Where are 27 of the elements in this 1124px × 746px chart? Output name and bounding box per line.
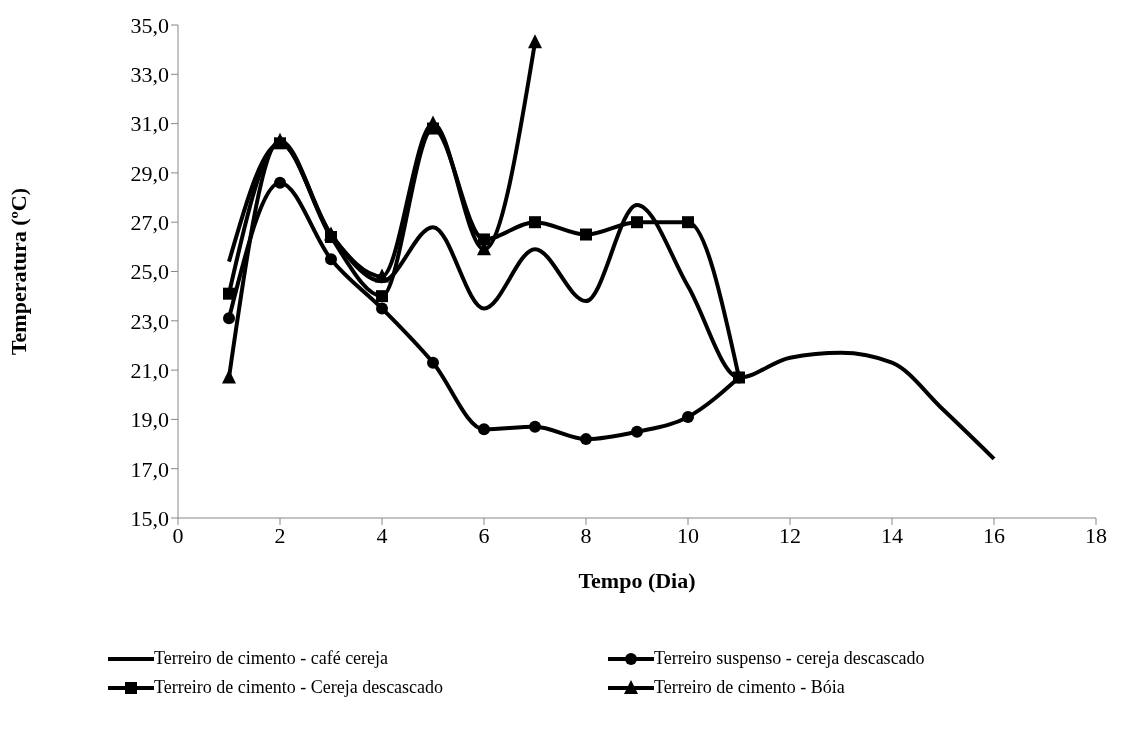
x-tick-label: 2 [274, 522, 286, 548]
y-tick-label: 25,0 [130, 259, 169, 285]
y-tick-label: 35,0 [130, 12, 169, 38]
x-tick-label: 6 [478, 522, 490, 548]
legend-label: Terreiro de cimento - Bóia [654, 677, 845, 698]
y-tick-label: 19,0 [130, 407, 169, 433]
y-tick-label: 27,0 [130, 210, 169, 236]
y-tick-label: 31,0 [130, 111, 169, 137]
y-tick-label: 33,0 [130, 62, 169, 88]
y-tick-label: 29,0 [130, 160, 169, 186]
x-tick-label: 8 [580, 522, 592, 548]
x-tick-label: 4 [376, 522, 388, 548]
x-tick-label: 12 [779, 522, 801, 548]
y-tick-label: 15,0 [130, 505, 169, 531]
y-axis-title: Temperatura (ºC) [5, 187, 31, 356]
y-tick-label: 23,0 [130, 308, 169, 334]
x-tick-label: 18 [1085, 522, 1107, 548]
y-tick-label: 21,0 [130, 357, 169, 383]
legend-label: Terreiro de cimento - Cereja descascado [154, 677, 444, 698]
x-axis-title: Tempo (Dia) [578, 568, 696, 593]
legend-label: Terreiro de cimento - café cereja [154, 648, 389, 669]
x-tick-label: 0 [172, 522, 184, 548]
legend-label: Terreiro suspenso - cereja descascado [654, 648, 925, 669]
y-tick-label: 17,0 [130, 456, 169, 482]
x-tick-label: 10 [677, 522, 699, 548]
x-tick-label: 16 [983, 522, 1005, 548]
x-tick-label: 14 [881, 522, 903, 548]
